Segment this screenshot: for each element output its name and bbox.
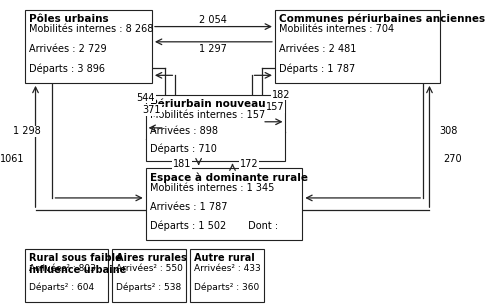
Text: 181: 181 (172, 159, 191, 170)
Text: Périurbain nouveau: Périurbain nouveau (150, 99, 266, 109)
Text: Départs : 1 787: Départs : 1 787 (279, 63, 355, 73)
Text: Rural sous faible
influence urbaine: Rural sous faible influence urbaine (29, 253, 126, 274)
Text: 157: 157 (266, 102, 284, 112)
Text: Mobilités internes : 8 268: Mobilités internes : 8 268 (29, 24, 154, 35)
Text: Départs² : 604: Départs² : 604 (29, 283, 94, 292)
Text: Aires rurales: Aires rurales (116, 253, 187, 263)
Text: 1 298: 1 298 (13, 126, 41, 136)
Text: Arrivées² : 803: Arrivées² : 803 (29, 263, 96, 273)
Text: 182: 182 (272, 90, 290, 100)
Text: 308: 308 (440, 126, 458, 136)
FancyBboxPatch shape (146, 95, 286, 161)
Text: Mobilités internes : 1 345: Mobilités internes : 1 345 (150, 183, 274, 193)
FancyBboxPatch shape (146, 168, 302, 240)
Text: Mobilités internes : 157: Mobilités internes : 157 (150, 110, 265, 120)
Text: Arrivées : 898: Arrivées : 898 (150, 126, 218, 136)
FancyBboxPatch shape (190, 249, 264, 302)
Text: Arrivées : 1 787: Arrivées : 1 787 (150, 202, 228, 212)
FancyBboxPatch shape (275, 10, 440, 83)
Text: 1061: 1061 (0, 154, 24, 164)
Text: Espace à dominante rurale: Espace à dominante rurale (150, 172, 308, 183)
FancyBboxPatch shape (25, 10, 152, 83)
Text: 2 054: 2 054 (200, 15, 228, 25)
Text: 544: 544 (136, 93, 155, 103)
Text: Communes périurbaines anciennes: Communes périurbaines anciennes (279, 14, 485, 24)
Text: Pôles urbains: Pôles urbains (29, 14, 109, 24)
Text: Départs² : 538: Départs² : 538 (116, 283, 182, 292)
Text: Départs : 710: Départs : 710 (150, 143, 217, 154)
Text: Départs² : 360: Départs² : 360 (194, 283, 260, 292)
Text: 270: 270 (444, 154, 462, 164)
Text: Départs : 1 502       Dont :: Départs : 1 502 Dont : (150, 220, 278, 231)
Text: 172: 172 (240, 159, 259, 170)
Text: Départs : 3 896: Départs : 3 896 (29, 63, 105, 73)
FancyBboxPatch shape (25, 249, 107, 302)
FancyBboxPatch shape (112, 249, 186, 302)
Text: 371: 371 (143, 105, 162, 115)
Text: Autre rural: Autre rural (194, 253, 255, 263)
Text: 1 297: 1 297 (200, 43, 228, 54)
Text: Arrivées² : 433: Arrivées² : 433 (194, 263, 261, 273)
Text: Arrivées : 2 481: Arrivées : 2 481 (279, 44, 356, 54)
Text: Arrivées² : 550: Arrivées² : 550 (116, 263, 183, 273)
Text: Mobilités internes : 704: Mobilités internes : 704 (279, 24, 394, 35)
Text: Arrivées : 2 729: Arrivées : 2 729 (29, 44, 107, 54)
